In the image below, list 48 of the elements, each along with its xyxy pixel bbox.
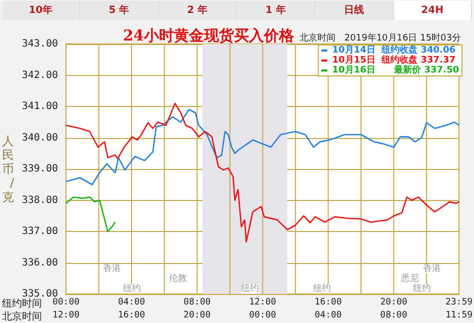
chart-title: 24小时黄金现货买入价格 (123, 26, 295, 44)
x2-tick-label: 12:00 (52, 310, 80, 320)
x-tick-label: 23:59 (445, 298, 473, 308)
annotation: 香港 (423, 263, 441, 274)
text: 日线 (315, 1, 394, 20)
annotation: 纽约 (313, 283, 331, 294)
x2-tick-label: 08:00 (380, 310, 408, 320)
y-axis-title: 人民币/克 (2, 134, 15, 204)
x-tick-label: 16:00 (314, 298, 342, 308)
legend-label: 10月15日 纽约收盘 337.37 (332, 54, 456, 66)
x-tick-label: 00:00 (52, 298, 80, 308)
x-tick-label: 12:00 (249, 298, 276, 308)
x2-tick-label: 20:00 (184, 310, 211, 320)
x-tick-label: 20:00 (380, 298, 408, 308)
y-tick-label: 335.00 (22, 288, 58, 300)
text: 1 年 (236, 1, 316, 20)
x2-tick-label: 04:00 (314, 310, 342, 320)
line-series (65, 108, 460, 186)
y-tick-label: 341.00 (22, 101, 58, 112)
annotation: 悉尼 (400, 273, 419, 284)
x2-tick-label: 16:00 (118, 310, 146, 320)
x-tick-label: 08:00 (184, 298, 211, 308)
line-series (65, 196, 116, 232)
x-axis-title: 纽约时间 (2, 298, 42, 310)
annotation: 伦敦 (169, 273, 187, 284)
x2-axis-title: 北京时间 (2, 310, 42, 322)
text: 10年 (2, 1, 80, 20)
line-series (65, 102, 460, 242)
annotation: 纽约 (123, 283, 141, 294)
y-tick-label: 338.00 (22, 194, 58, 206)
x2-tick-label: 11:59 (445, 310, 473, 320)
legend-label: 10月14日 纽约收盘 340.06 (332, 44, 456, 56)
annotation: 纽约 (413, 283, 431, 294)
y-tick-label: 343.00 (22, 38, 58, 50)
text: 24H (394, 1, 472, 20)
annotation: 纽约 (241, 283, 259, 294)
y-tick-label: 340.00 (22, 132, 58, 144)
text: 5 年 (80, 1, 159, 20)
annotation: 香港 (103, 263, 121, 274)
y-tick-label: 336.00 (22, 257, 58, 268)
y-tick-label: 337.00 (22, 226, 58, 237)
x2-tick-label: 00:00 (249, 310, 276, 320)
text: 2 年 (158, 1, 237, 20)
x-tick-label: 04:00 (118, 298, 146, 308)
chart-subtitle: 北京时间 2019年10月16日 15时03分 (299, 32, 462, 44)
y-tick-label: 342.00 (22, 70, 58, 81)
y-tick-label: 339.00 (22, 164, 58, 174)
legend-label: 10月16日 最新价 337.50 (332, 64, 460, 76)
